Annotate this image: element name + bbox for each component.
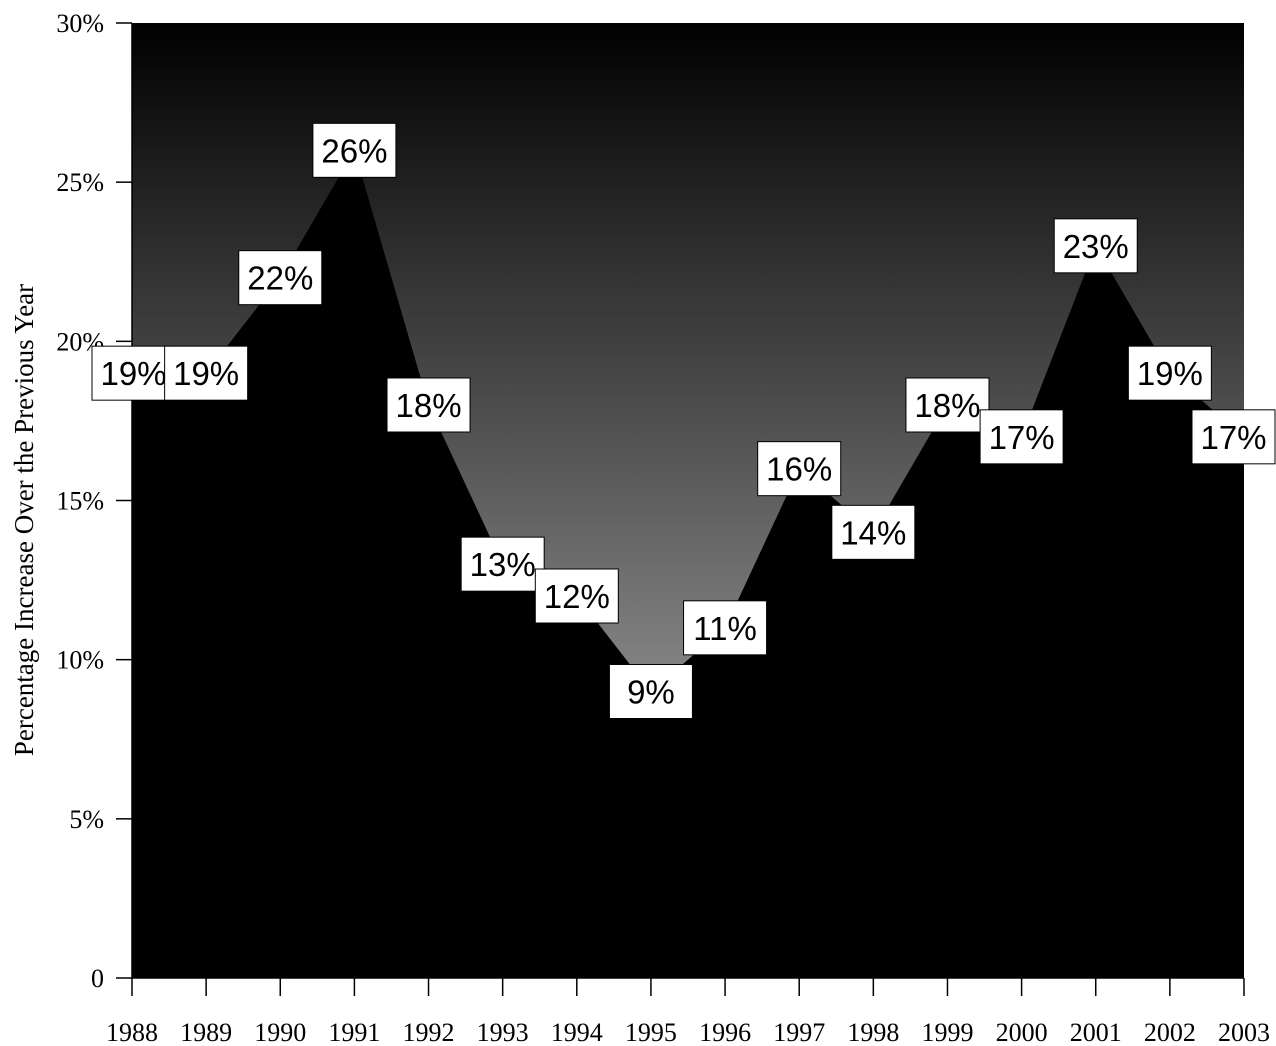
data-label: 16% [757, 441, 842, 497]
x-tick-label: 2003 [1218, 1018, 1270, 1046]
x-tick-label: 2002 [1144, 1018, 1196, 1046]
y-axis-ticks: 05%10%15%20%25%30% [56, 9, 132, 993]
y-axis-label: Percentage Increase Over the Previous Ye… [9, 284, 39, 756]
data-label-text: 14% [840, 514, 906, 551]
data-label-text: 26% [321, 132, 387, 169]
data-label: 19% [164, 345, 249, 401]
data-label-text: 23% [1063, 228, 1129, 265]
data-label: 12% [534, 568, 619, 624]
data-label-text: 22% [247, 260, 313, 297]
data-labels: 19% 19%22%26%18%13%12%9%11%16%14%18%17%23… [91, 122, 1276, 719]
x-tick-label: 1998 [847, 1018, 899, 1046]
data-label-box [1127, 345, 1212, 401]
data-label-box [757, 441, 842, 497]
data-label-box [979, 409, 1064, 465]
x-axis-ticks: 1988 1989 1990 1991 1992 1993 1994 1995 1996 1997… [106, 978, 1270, 1046]
data-label-box [608, 664, 693, 719]
x-tick-label: 1990 [254, 1018, 306, 1046]
data-label-box [1191, 409, 1276, 465]
data-label-text: 18% [396, 387, 462, 424]
y-tick-label: 10% [56, 646, 104, 675]
data-label: 9% [608, 664, 693, 719]
x-tick-label: 2000 [996, 1018, 1048, 1046]
x-tick-label: 1994 [551, 1018, 603, 1046]
data-label-box [905, 377, 990, 433]
data-label-text: 9% [627, 674, 675, 711]
area-series [132, 150, 1244, 979]
data-label-text: 16% [766, 451, 832, 488]
y-tick-label: 30% [56, 9, 104, 38]
data-label-box [91, 345, 176, 401]
data-label: 13% [460, 536, 545, 592]
data-label-box [164, 345, 249, 401]
y-tick-label: 5% [69, 805, 104, 834]
data-label: 19% [91, 345, 176, 401]
data-label-text: 19% [1137, 355, 1203, 392]
x-tick-label: 1988 [106, 1018, 158, 1046]
data-label-box [386, 377, 471, 433]
data-label-text: 17% [989, 419, 1055, 456]
data-label: 18% [905, 377, 990, 433]
y-tick-label: 0 [91, 964, 104, 993]
x-tick-label: 1995 [625, 1018, 677, 1046]
data-label: 22% [238, 250, 323, 306]
data-label: 23% [1053, 218, 1138, 274]
data-label: 18% [386, 377, 471, 433]
data-label-text: 18% [914, 387, 980, 424]
x-tick-label: 1996 [699, 1018, 751, 1046]
y-tick-label: 25% [56, 168, 104, 197]
x-tick-label: 1993 [477, 1018, 529, 1046]
data-label: 19% [1127, 345, 1212, 401]
x-tick-label: 1997 [773, 1018, 825, 1046]
x-tick-label: 1992 [403, 1018, 455, 1046]
data-label: 17% [1191, 409, 1276, 465]
data-label-box [534, 568, 619, 624]
y-tick-label: 15% [56, 487, 104, 516]
data-label-text: 11% [693, 610, 757, 647]
x-tick-label: 2001 [1070, 1018, 1122, 1046]
data-label: 11% [683, 600, 768, 656]
data-label-box [1053, 218, 1138, 274]
data-label-text: 19% [173, 355, 239, 392]
data-label-text: 13% [470, 546, 536, 583]
x-tick-label: 1999 [921, 1018, 973, 1046]
x-tick-label: 1991 [328, 1018, 380, 1046]
data-label-box [683, 600, 768, 656]
data-label-box [460, 536, 545, 592]
data-label-text: 19% [100, 355, 166, 392]
data-label-box [831, 504, 916, 560]
data-label: 17% [979, 409, 1064, 465]
x-tick-label: 1989 [180, 1018, 232, 1046]
data-label-text: 17% [1200, 419, 1266, 456]
data-label: 14% [831, 504, 916, 560]
data-label-box [238, 250, 323, 306]
data-label-box [312, 122, 397, 178]
data-label-text: 12% [544, 578, 610, 615]
data-label: 26% [312, 122, 397, 178]
